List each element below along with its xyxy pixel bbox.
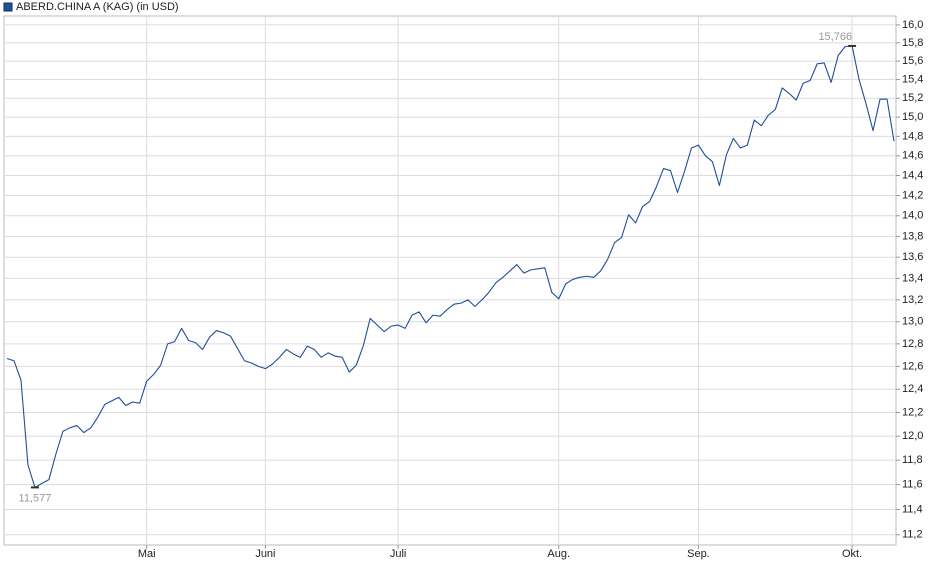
y-tick-label: 11,2 xyxy=(902,529,923,541)
y-tick-label: 13,4 xyxy=(902,272,923,284)
y-tick-label: 11,6 xyxy=(902,478,923,490)
y-tick-label: 12,0 xyxy=(902,430,923,442)
y-tick-label: 13,8 xyxy=(902,230,923,242)
x-tick-label: Okt. xyxy=(842,548,862,560)
y-tick-label: 14,6 xyxy=(902,150,923,162)
y-tick-label: 14,2 xyxy=(902,189,923,201)
value-label: 15,766 xyxy=(818,31,852,43)
y-tick-label: 15,4 xyxy=(902,73,923,85)
y-tick-label: 11,4 xyxy=(902,503,923,515)
y-tick-label: 12,2 xyxy=(902,406,923,418)
x-tick-label: Mai xyxy=(138,548,156,560)
y-tick-label: 12,4 xyxy=(902,383,923,395)
y-tick-label: 11,8 xyxy=(902,454,923,466)
y-tick-label: 12,8 xyxy=(902,338,923,350)
y-tick-label: 13,0 xyxy=(902,316,923,328)
x-tick-label: Juni xyxy=(255,548,275,560)
legend-swatch xyxy=(3,2,13,12)
y-tick-label: 14,4 xyxy=(902,169,923,181)
legend-label: ABERD.CHINA A (KAG) (in USD) xyxy=(16,1,179,13)
y-tick-label: 14,8 xyxy=(902,130,923,142)
x-tick-label: Sep. xyxy=(687,548,710,560)
x-tick-label: Aug. xyxy=(547,548,570,560)
y-tick-label: 15,0 xyxy=(902,111,923,123)
y-tick-label: 16,0 xyxy=(902,19,923,31)
y-tick-label: 15,6 xyxy=(902,55,923,67)
y-tick-label: 15,8 xyxy=(902,37,923,49)
y-tick-label: 13,2 xyxy=(902,294,923,306)
price-line xyxy=(6,45,895,488)
y-tick-label: 12,6 xyxy=(902,360,923,372)
plot-frame xyxy=(3,15,897,546)
y-tick-label: 14,0 xyxy=(902,210,923,222)
y-tick-label: 13,6 xyxy=(902,251,923,263)
value-label: 11,577 xyxy=(19,492,52,504)
y-tick-label: 15,2 xyxy=(902,92,923,104)
x-tick-label: Juli xyxy=(390,548,407,560)
